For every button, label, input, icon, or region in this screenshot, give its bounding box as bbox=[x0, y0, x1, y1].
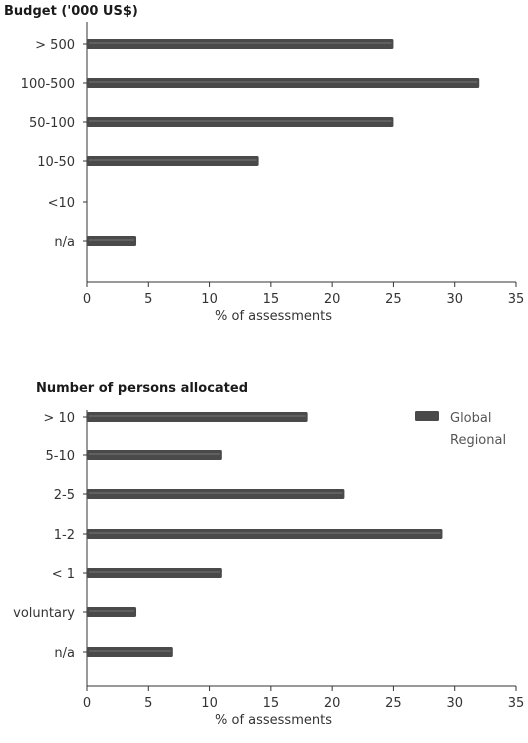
c2-category-label: 2-5 bbox=[54, 488, 75, 503]
c1-bar-global bbox=[87, 156, 259, 166]
c1-x-tick-label: 15 bbox=[263, 292, 280, 307]
c2-x-tick-label: 20 bbox=[324, 696, 341, 711]
c1-category-label: <10 bbox=[48, 196, 75, 211]
persons-bar-chart: 0 5 10 15 20 25 30 35 % of assessments > 10 5-10 2-… bbox=[13, 410, 525, 728]
c1-x-axis-label: % of assessments bbox=[215, 309, 332, 324]
c1-bar-global bbox=[87, 78, 480, 88]
c2-x-axis-label: % of assessments bbox=[215, 713, 332, 728]
c2-category-label: > 10 bbox=[43, 411, 75, 426]
c1-x-tick-label: 20 bbox=[324, 292, 341, 307]
c1-x-tick-label: 25 bbox=[385, 292, 402, 307]
legend-swatch-global bbox=[415, 411, 439, 421]
c1-category-label: n/a bbox=[54, 235, 75, 250]
c2-category-label: voluntary bbox=[13, 606, 75, 621]
c2-bar-global bbox=[87, 647, 173, 657]
c1-x-tick-label: 10 bbox=[201, 292, 218, 307]
c2-category-label: 1-2 bbox=[54, 528, 75, 543]
c1-category-label: 10-50 bbox=[37, 155, 75, 170]
c2-x-tick-label: 35 bbox=[508, 696, 525, 711]
c2-x-tick-label: 30 bbox=[446, 696, 463, 711]
c2-x-tick-label: 10 bbox=[201, 696, 218, 711]
c1-category-label: > 500 bbox=[35, 38, 75, 53]
chart-title-budget: Budget ('000 US$) bbox=[4, 4, 138, 19]
legend-label-global: Global bbox=[450, 411, 491, 426]
c1-category-label: 50-100 bbox=[29, 116, 75, 131]
c2-bar-global bbox=[87, 412, 308, 422]
c2-x-tick-label: 5 bbox=[144, 696, 152, 711]
budget-bar-chart: 0 5 10 15 20 25 30 35 % of assessments > 500 100-5… bbox=[21, 22, 525, 324]
c2-bar-global bbox=[87, 450, 222, 460]
c1-category-label: 100-500 bbox=[21, 77, 75, 92]
c2-x-tick-label: 0 bbox=[83, 696, 91, 711]
c1-x-tick-label: 0 bbox=[83, 292, 91, 307]
c2-bar-global bbox=[87, 529, 443, 539]
c1-x-tick-label: 35 bbox=[508, 292, 525, 307]
c1-bar-global bbox=[87, 39, 394, 49]
c2-bar-global bbox=[87, 607, 137, 617]
c1-bar-global bbox=[87, 117, 394, 127]
legend-label-regional: Regional bbox=[450, 433, 506, 448]
c2-x-tick-label: 25 bbox=[385, 696, 402, 711]
c1-x-tick-label: 30 bbox=[446, 292, 463, 307]
c2-category-label: < 1 bbox=[52, 567, 75, 582]
c2-bar-global bbox=[87, 568, 222, 578]
c2-bar-global bbox=[87, 489, 345, 499]
c2-category-label: n/a bbox=[54, 646, 75, 661]
c2-category-label: 5-10 bbox=[45, 449, 75, 464]
c1-bar-global bbox=[87, 236, 137, 246]
chart-title-persons: Number of persons allocated bbox=[36, 381, 249, 396]
c2-x-tick-label: 15 bbox=[263, 696, 280, 711]
c1-x-tick-label: 5 bbox=[144, 292, 152, 307]
